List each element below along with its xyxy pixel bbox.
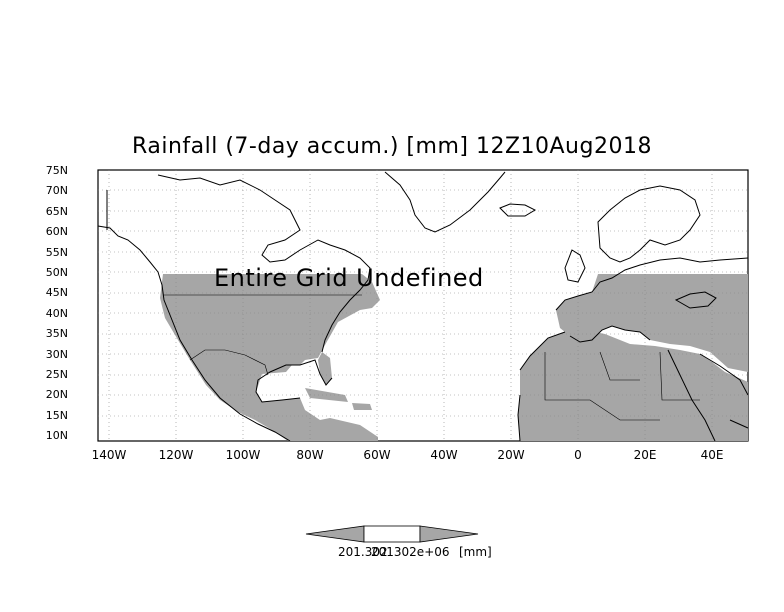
lat-label: 35N xyxy=(45,327,68,341)
grid-lines xyxy=(98,170,748,441)
map-title: Rainfall (7-day accum.) [mm] 12Z10Aug201… xyxy=(132,134,652,159)
lat-label: 70N xyxy=(45,184,68,198)
colorbar-label-mid: 201302e+06 xyxy=(371,545,450,559)
colorbar-unit: [mm] xyxy=(459,545,492,559)
undefined-grid-overlay: Entire Grid Undefined xyxy=(214,264,484,292)
lat-label: 30N xyxy=(45,347,68,361)
lat-label: 20N xyxy=(45,388,68,402)
lon-label: 40W xyxy=(430,448,458,462)
lat-label: 10N xyxy=(45,429,68,443)
land-mask xyxy=(160,274,748,441)
lon-label: 120W xyxy=(158,448,194,462)
lon-label: 60W xyxy=(363,448,391,462)
lat-label: 75N xyxy=(45,164,68,177)
lon-label: 80W xyxy=(296,448,324,462)
lon-label: 0 xyxy=(574,448,582,462)
colorbar-label-left: 201.302 xyxy=(338,545,388,559)
lat-label: 55N xyxy=(45,245,68,259)
lat-label: 25N xyxy=(45,368,68,381)
lat-label: 65N xyxy=(45,204,68,218)
lon-label: 140W xyxy=(91,448,127,462)
lon-label: 40E xyxy=(700,448,724,462)
lon-label: 20E xyxy=(633,448,657,462)
lon-label: 100W xyxy=(225,448,261,462)
lat-label: 60N xyxy=(45,225,68,239)
lon-label: 20W xyxy=(497,448,525,462)
borders xyxy=(163,294,700,421)
lat-label: 15N xyxy=(45,408,68,422)
colorbar xyxy=(305,525,479,543)
lat-label: 40N xyxy=(45,306,68,320)
lat-label: 45N xyxy=(45,286,68,300)
lat-label: 50N xyxy=(45,266,68,279)
